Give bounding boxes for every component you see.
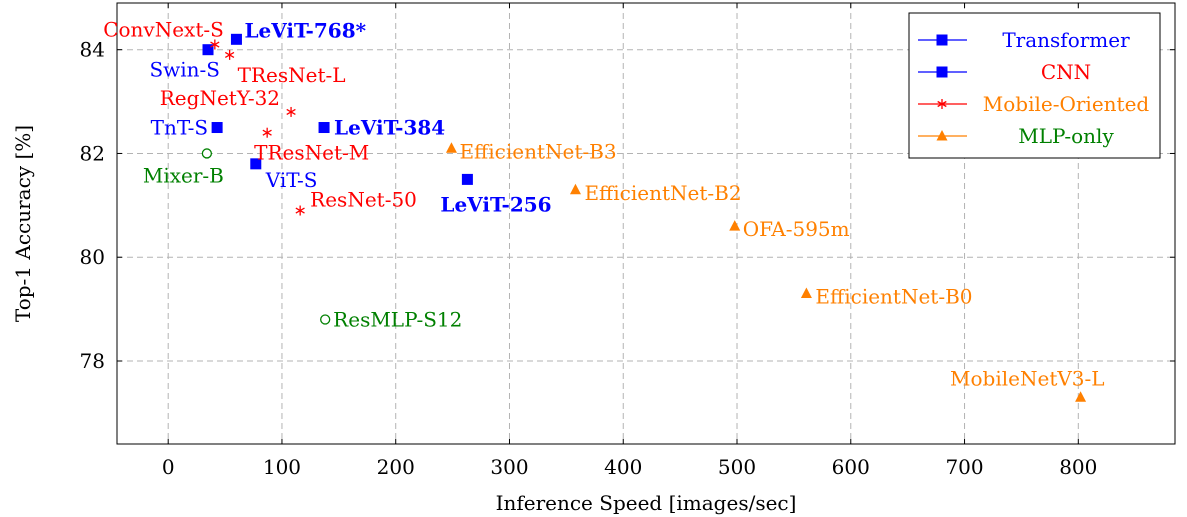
point-label-mixer-b: Mixer-B [143,163,224,187]
marker-tresnet-l [224,49,235,60]
x-tick-label: 800 [1059,455,1097,479]
x-tick-label: 200 [377,455,415,479]
point-label-resnet-50: ResNet-50 [310,188,417,212]
x-tick-label: 300 [490,455,528,479]
marker-levit-256 [461,173,473,185]
y-tick-label: 84 [80,38,105,62]
x-tick-label: 500 [718,455,756,479]
x-tick-label: 700 [945,455,983,479]
legend: Transformer CNN Mobile-Oriented MLP-only [908,12,1161,159]
y-tick-label: 80 [80,245,105,269]
point-label-tresnet-l: TResNet-L [238,63,346,87]
y-axis-label: Top-1 Accuracy [%] [11,125,35,322]
x-axis-ticks: 0 100 200 300 400 500 600 700 800 [162,3,1097,479]
marker-mobilenetv3-l [1075,391,1087,402]
marker-regnety-32 [286,106,296,117]
plot-frame [116,2,1176,445]
y-tick-label: 78 [80,349,105,373]
data-labels: LeViT-768* Swin-S TnT-S LeViT-384 ViT-S LeViT… [103,18,1104,391]
legend-label-cnn: CNN [1041,60,1091,84]
legend-marker [936,130,948,141]
point-label-levit-256: LeViT-256 [440,192,551,216]
marker-convnext-s [210,39,220,50]
legend-marker [936,66,948,78]
x-tick-label: 400 [604,455,642,479]
x-axis-label: Inference Speed [images/sec] [496,491,797,515]
y-axis-ticks: 78 80 82 84 [80,38,1175,373]
x-tick-label: 600 [832,455,870,479]
legend-marker [937,99,947,109]
marker-tresnet-m [262,127,272,138]
point-label-swin-s: Swin-S [149,58,220,82]
legend-box [908,12,1161,159]
marker-efficientnet-b0 [800,287,812,299]
marker-vit-s [250,158,262,170]
point-label-mobilenetv3-l: MobileNetV3-L [950,366,1105,390]
x-tick-label: 100 [263,455,301,479]
marker-ofa-595m [729,220,741,231]
point-label-levit-768: LeViT-768* [244,18,366,42]
point-label-levit-384: LeViT-384 [334,116,445,140]
marker-levit-384 [318,122,330,134]
legend-label-transformer: Transformer [1002,28,1130,52]
point-label-efficientnet-b3: EfficientNet-B3 [459,139,616,163]
legend-label-mlp-only: MLP-only [1018,124,1114,148]
marker-levit-768 [230,33,242,45]
point-label-convnext-s: ConvNext-S [103,18,224,42]
point-label-ofa-595m: OFA-595m [743,217,850,241]
point-label-tnt-s: TnT-S [151,116,208,140]
point-label-vit-s: ViT-S [265,168,318,192]
x-tick-label: 0 [162,455,175,479]
marker-mixer-b [201,148,213,159]
point-label-tresnet-m: TResNet-M [254,141,369,165]
marker-efficientnet-b2 [569,183,581,195]
marker-tnt-s [211,122,223,134]
point-label-efficientnet-b0: EfficientNet-B0 [815,285,972,309]
marker-swin-s [202,44,214,56]
marker-efficientnet-b3 [445,142,457,153]
legend-marker [936,34,948,46]
y-tick-label: 82 [80,141,105,165]
point-label-regnety-32: RegNetY-32 [160,86,280,110]
marker-resnet-50 [295,205,305,216]
legend-label-mobile-oriented: Mobile-Oriented [983,92,1150,116]
marker-resmlp-s12 [320,314,331,325]
data-points [201,33,1087,402]
point-label-efficientnet-b2: EfficientNet-B2 [584,181,741,205]
point-label-resmlp-s12: ResMLP-S12 [333,307,462,331]
